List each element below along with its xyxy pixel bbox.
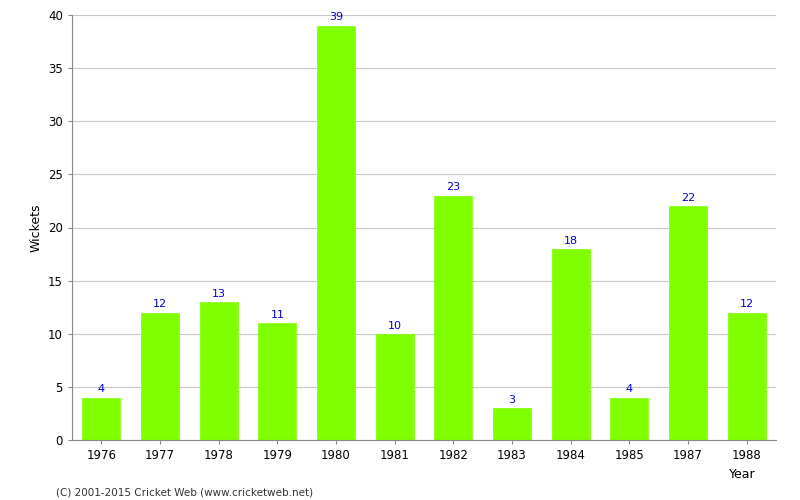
Text: 12: 12 — [740, 300, 754, 310]
Text: 12: 12 — [153, 300, 167, 310]
Bar — [200, 302, 238, 440]
Bar — [82, 398, 121, 440]
Bar — [728, 312, 766, 440]
Text: 22: 22 — [681, 193, 695, 203]
Bar — [610, 398, 648, 440]
Text: 4: 4 — [98, 384, 105, 394]
Y-axis label: Wickets: Wickets — [30, 203, 42, 252]
Bar — [317, 26, 355, 440]
Bar — [669, 206, 707, 440]
Text: 18: 18 — [564, 236, 578, 246]
Text: Year: Year — [730, 468, 756, 480]
Text: 11: 11 — [270, 310, 284, 320]
Bar — [493, 408, 531, 440]
Bar — [141, 312, 179, 440]
Text: 3: 3 — [509, 395, 515, 405]
Text: 39: 39 — [329, 12, 343, 22]
Text: 23: 23 — [446, 182, 460, 192]
Text: (C) 2001-2015 Cricket Web (www.cricketweb.net): (C) 2001-2015 Cricket Web (www.cricketwe… — [56, 488, 313, 498]
Bar — [552, 248, 590, 440]
Text: 4: 4 — [626, 384, 633, 394]
Text: 13: 13 — [212, 288, 226, 298]
Bar — [434, 196, 472, 440]
Bar — [376, 334, 414, 440]
Text: 10: 10 — [388, 320, 402, 330]
Bar — [258, 323, 296, 440]
